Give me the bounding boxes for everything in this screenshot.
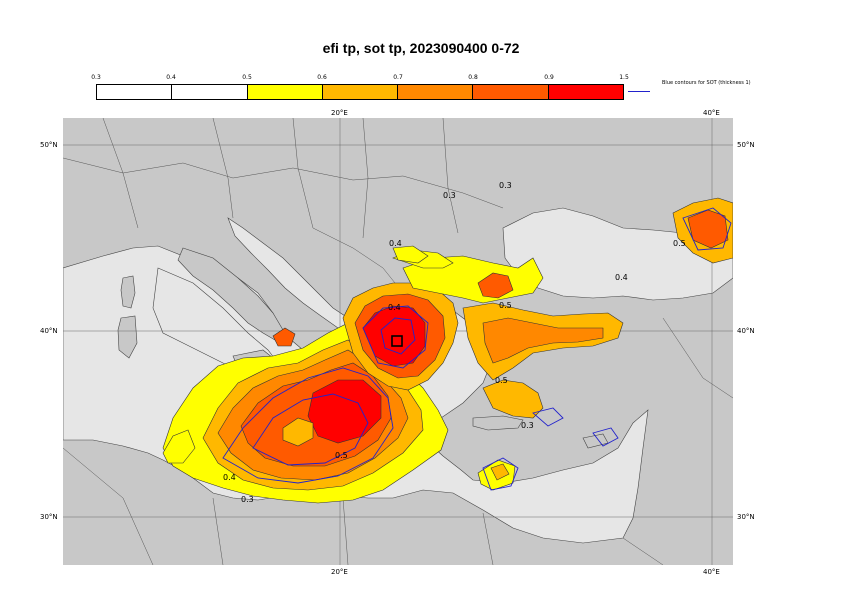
lat-label-right: 50°N — [737, 141, 755, 149]
colorbar-tick: 0.7 — [393, 74, 403, 81]
map-title: efi tp, sot tp, 2023090400 0-72 — [322, 40, 520, 56]
colorbar-segment-2 — [247, 85, 323, 99]
contour-label: 0.5 — [495, 376, 508, 385]
colorbar-segment-3 — [322, 85, 399, 99]
lat-label-right: 30°N — [737, 513, 755, 521]
sot-legend-label: Blue contours for SOT (thickness 1) — [662, 80, 751, 86]
sot-contours — [222, 207, 732, 491]
colorbar — [96, 84, 624, 100]
black-sea — [502, 207, 733, 301]
colorbar-tick: 0.4 — [166, 74, 176, 81]
contour-labels: 0.3 0.3 0.5 0.4 0.4 0.5 0.5 0.3 0.4 0.5 … — [223, 181, 686, 504]
colorbar-tick: 0.9 — [544, 74, 554, 81]
lon-label-top: 20°E — [331, 109, 348, 117]
location-marker — [391, 335, 403, 347]
efi-contours-east — [392, 245, 624, 419]
colorbar-segment-0 — [97, 85, 173, 99]
contour-label: 0.4 — [223, 473, 236, 482]
lat-label-left: 40°N — [40, 327, 58, 335]
corsica — [120, 275, 136, 309]
colorbar-segment-5 — [473, 85, 549, 99]
colorbar-tick: 0.3 — [91, 74, 101, 81]
contour-label: 0.5 — [673, 239, 686, 248]
contour-label: 0.5 — [335, 451, 348, 460]
lon-label-top: 40°E — [703, 109, 720, 117]
colorbar-segment-6 — [548, 85, 623, 99]
crete — [472, 415, 524, 431]
contour-label: 0.4 — [389, 239, 402, 248]
sardinia — [117, 315, 138, 359]
contour-label: 0.3 — [241, 495, 254, 504]
efi-band-0.5 — [392, 245, 429, 264]
country-borders — [63, 118, 733, 565]
efi-band-0.5 — [162, 429, 196, 464]
lat-label-right: 40°N — [737, 327, 755, 335]
map-canvas: 0.3 0.3 0.5 0.4 0.4 0.5 0.5 0.3 0.4 0.5 … — [63, 118, 733, 565]
colorbar-segment-4 — [398, 85, 474, 99]
contour-label: 0.4 — [615, 273, 628, 282]
efi-band-0.8 — [477, 272, 514, 299]
colorbar-tick: 0.6 — [317, 74, 327, 81]
colorbar-segment-1 — [172, 85, 248, 99]
efi-hole — [282, 417, 314, 447]
efi-band-0.6 — [482, 379, 544, 419]
italy — [177, 247, 284, 341]
lat-label-left: 50°N — [40, 141, 58, 149]
efi-band-0.7 — [482, 317, 604, 364]
contour-label: 0.3 — [499, 181, 512, 190]
contour-label: 0.5 — [499, 301, 512, 310]
contour-label: 0.3 — [443, 191, 456, 200]
efi-patches — [162, 197, 733, 491]
colorbar-tick: 0.8 — [468, 74, 478, 81]
sot-legend-line — [628, 91, 650, 92]
colorbar-tick: 1.5 — [619, 74, 629, 81]
lon-label-bottom: 20°E — [331, 568, 348, 576]
lon-label-bottom: 40°E — [703, 568, 720, 576]
efi-band-0.6 — [490, 463, 510, 481]
colorbar-tick: 0.5 — [242, 74, 252, 81]
efi-band-0.8 — [272, 327, 296, 347]
contour-label: 0.3 — [521, 421, 534, 430]
lat-label-left: 30°N — [40, 513, 58, 521]
contour-label: 0.4 — [388, 303, 401, 312]
